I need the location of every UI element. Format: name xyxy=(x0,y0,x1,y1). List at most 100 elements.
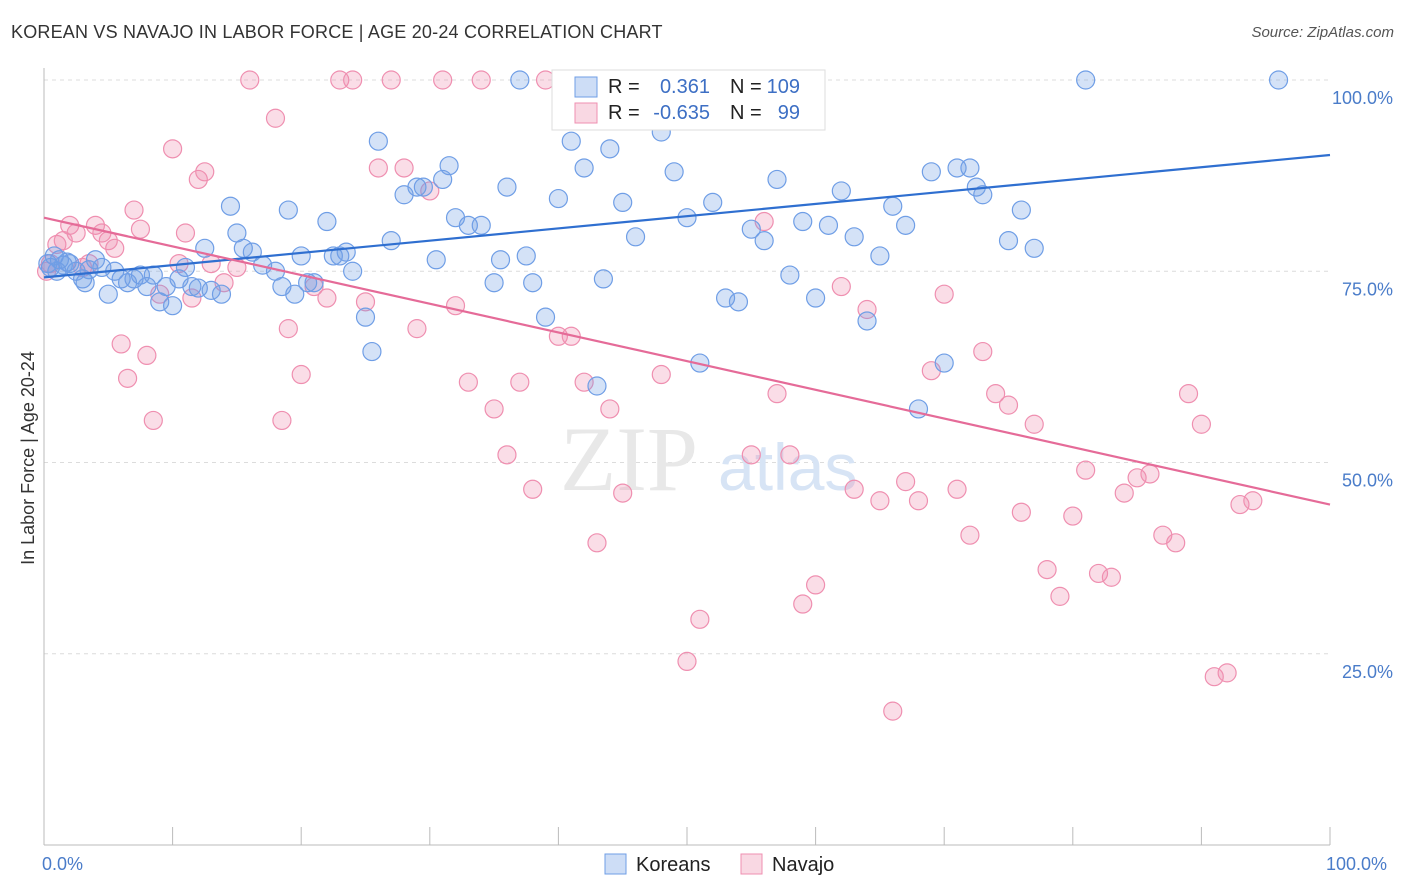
korean-point xyxy=(715,288,736,308)
navajo-point xyxy=(1140,464,1160,484)
legend-koreans-swatch xyxy=(604,853,627,875)
legend-navajo-label: Navajo xyxy=(772,854,834,876)
korean-point xyxy=(439,156,459,176)
korean-point xyxy=(490,250,511,270)
navajo-point xyxy=(240,70,260,90)
navajo-n-label: N = xyxy=(730,102,762,124)
navajo-point xyxy=(741,445,761,465)
koreans-n-value: 109 xyxy=(767,76,800,98)
legend-navajo-swatch xyxy=(740,853,763,875)
korean-point xyxy=(317,211,337,232)
navajo-point xyxy=(1127,468,1147,488)
korean-point xyxy=(497,177,517,197)
korean-point xyxy=(561,131,581,151)
navajo-point xyxy=(124,200,144,220)
y-axis-label: In Labor Force | Age 20-24 xyxy=(18,351,38,565)
korean-point xyxy=(355,307,376,327)
x-tick-label-max: 100.0% xyxy=(1326,854,1387,874)
korean-point xyxy=(625,227,646,247)
y-tick-label-75: 75.0% xyxy=(1342,279,1393,299)
navajo-r-value: -0.635 xyxy=(653,102,710,124)
korean-point xyxy=(49,250,70,270)
navajo-point xyxy=(291,364,311,385)
navajo-point xyxy=(1204,667,1224,687)
korean-point xyxy=(998,231,1019,251)
korean-point xyxy=(182,276,202,297)
navajo-trend-line xyxy=(43,216,1331,506)
navajo-point xyxy=(381,70,401,90)
korean-point xyxy=(934,353,954,373)
navajo-point xyxy=(105,238,125,258)
navajo-point xyxy=(1217,663,1237,683)
navajo-point xyxy=(497,445,517,465)
korean-point xyxy=(973,185,993,205)
navajo-point xyxy=(857,299,877,320)
navajo-point xyxy=(780,445,800,465)
navajo-point xyxy=(117,368,138,388)
navajo-point xyxy=(973,341,993,362)
y-tick-labels: 25.0% 50.0% 75.0% 100.0% xyxy=(1332,88,1393,682)
navajo-point xyxy=(896,472,916,492)
korean-point xyxy=(1024,238,1044,258)
korean-point xyxy=(780,265,800,285)
navajo-point xyxy=(1076,460,1096,480)
korean-point xyxy=(767,169,787,190)
navajo-point xyxy=(1063,506,1083,526)
korean-point xyxy=(426,250,446,270)
korean-point xyxy=(98,284,118,304)
navajo-point xyxy=(870,491,890,511)
navajo-point xyxy=(587,533,607,553)
navajo-point xyxy=(175,223,196,243)
navajo-points xyxy=(36,70,1263,721)
koreans-r-label: R = xyxy=(608,76,640,98)
korean-point xyxy=(844,227,864,247)
korean-point xyxy=(793,211,813,232)
navajo-point xyxy=(394,158,414,178)
trend-lines xyxy=(43,153,1331,506)
navajo-point xyxy=(1101,567,1121,587)
korean-trend-line xyxy=(43,153,1331,279)
navajo-point xyxy=(1037,559,1057,580)
navajo-point xyxy=(317,288,337,308)
navajo-point xyxy=(407,319,427,339)
korean-point xyxy=(471,215,491,235)
navajo-point xyxy=(677,651,697,672)
chart-title: KOREAN VS NAVAJO IN LABOR FORCE | AGE 20… xyxy=(11,22,663,42)
korean-point xyxy=(516,246,536,266)
navajo-point xyxy=(986,384,1006,404)
navajo-point xyxy=(1114,483,1134,503)
navajo-point xyxy=(960,525,980,545)
korean-point xyxy=(593,269,614,289)
navajo-point xyxy=(163,139,183,159)
korean-point xyxy=(1076,70,1096,90)
korean-point xyxy=(510,70,530,90)
x-tick-label-min: 0.0% xyxy=(42,854,83,874)
navajo-point xyxy=(137,345,157,365)
korean-point xyxy=(85,250,106,270)
navajo-point xyxy=(368,158,388,178)
navajo-point xyxy=(1166,533,1186,553)
navajo-point xyxy=(265,108,286,128)
korean-point xyxy=(728,292,749,312)
y-tick-label-50: 50.0% xyxy=(1342,471,1393,491)
korean-point xyxy=(343,261,363,281)
navajo-point xyxy=(523,479,543,499)
navajo-point xyxy=(484,399,504,419)
korean-point xyxy=(818,215,839,235)
legend-koreans-label: Koreans xyxy=(636,854,711,876)
navajo-point xyxy=(1088,563,1109,584)
koreans-r-value: 0.361 xyxy=(660,76,710,98)
navajo-point xyxy=(111,334,131,354)
korean-point xyxy=(703,192,723,212)
korean-point xyxy=(278,200,298,220)
navajo-point xyxy=(343,70,363,90)
korean-point xyxy=(870,246,890,266)
navajo-point xyxy=(831,276,851,297)
korean-point xyxy=(587,376,607,396)
navajo-point xyxy=(1191,414,1212,434)
series-legend: Koreans Navajo xyxy=(604,853,834,876)
korean-point xyxy=(960,158,980,178)
navajo-point xyxy=(805,575,826,595)
koreans-swatch xyxy=(574,76,598,98)
